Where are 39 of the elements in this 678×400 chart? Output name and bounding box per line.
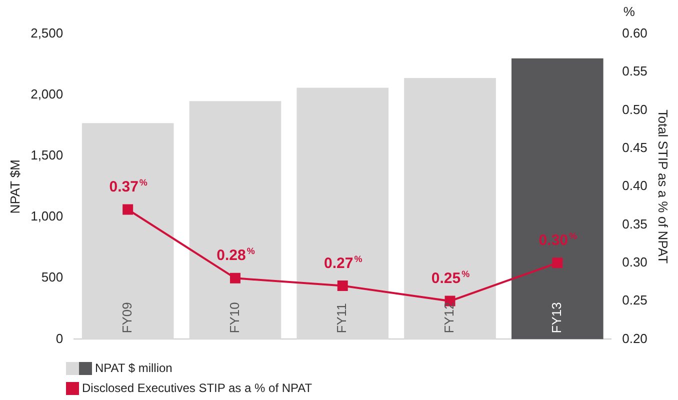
bar <box>296 88 389 340</box>
x-tick-label: FY10 <box>226 302 242 334</box>
legend-label: NPAT $ million <box>95 361 172 375</box>
bar <box>189 101 282 340</box>
point <box>552 258 563 268</box>
x-tick-label: FY13 <box>548 302 564 334</box>
x-tick-label: FY09 <box>119 302 134 334</box>
y2-axis-title: Total STIP as a % of NPAT <box>656 110 671 264</box>
y2-tick-label: 0.50 <box>622 102 648 117</box>
y-axis-title: NPAT $M <box>7 160 22 214</box>
data-label: 0.27% <box>324 254 362 272</box>
point <box>122 204 134 215</box>
data-label: 0.25% <box>431 269 470 288</box>
y-tick-label: 2,000 <box>30 86 64 102</box>
y-tick-label: 2,500 <box>30 26 64 41</box>
data-label: 0.37% <box>109 177 148 196</box>
data-label: 0.28% <box>216 246 255 264</box>
y2-tick-label: 0.55 <box>622 64 648 79</box>
point <box>337 280 348 292</box>
y2-tick-label: 0.45 <box>622 140 648 156</box>
legend-label: Disclosed Executives STIP as a % of NPAT <box>82 381 312 395</box>
x-tick-label: FY11 <box>334 303 350 334</box>
y-tick-label: 0 <box>56 330 64 346</box>
y-tick-label: 1,500 <box>30 148 64 163</box>
bar <box>82 123 174 340</box>
y2-tick-label: 0.35 <box>622 216 648 232</box>
y2-tick-label: 0.30 <box>622 254 648 270</box>
y-tick-label: 1,000 <box>30 208 64 224</box>
text: % <box>623 4 636 19</box>
bar <box>404 78 496 340</box>
y2-tick-label: 0.20 <box>622 330 648 346</box>
y-tick-label: 500 <box>41 270 64 285</box>
data-label: 0.30% <box>538 230 578 249</box>
point <box>230 272 240 284</box>
y2-tick-label: 0.40 <box>622 178 648 194</box>
bar <box>511 58 604 340</box>
y2-tick-label: 0.60 <box>622 26 648 41</box>
x-tick-label: FY12 <box>442 302 457 334</box>
y2-tick-label: 0.25 <box>622 292 648 308</box>
